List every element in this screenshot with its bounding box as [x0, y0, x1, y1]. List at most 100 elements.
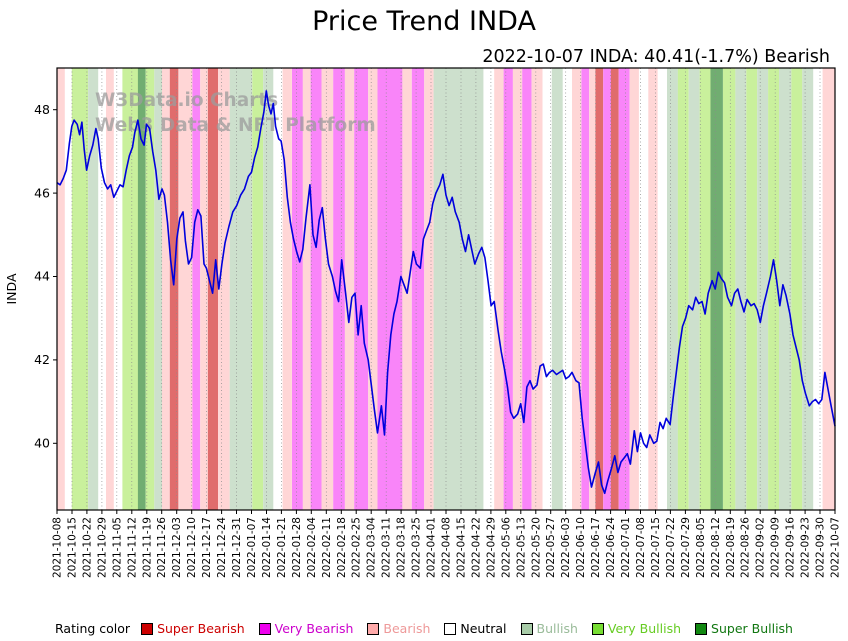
rating-band-very_bullish — [122, 68, 138, 510]
legend-swatch-super_bullish — [695, 622, 708, 635]
x-tick-label: 2022-08-05 — [695, 517, 707, 578]
rating-band-bullish — [433, 68, 484, 510]
legend-items: Super Bearish Very Bearish Bearish Neutral B… — [141, 621, 793, 636]
y-tick-label: 42 — [34, 352, 50, 367]
rating-band-very_bullish — [768, 68, 779, 510]
rating-band-very_bullish — [699, 68, 711, 510]
rating-band-bearish — [282, 68, 292, 510]
chart-title: Price Trend INDA — [312, 6, 536, 37]
x-tick-label: 2022-01-07 — [246, 517, 258, 578]
rating-band-bullish — [735, 68, 747, 510]
rating-band-bearish — [589, 68, 596, 510]
price-chart-canvas: 2021-10-08 2021-10-15 2021-10-22 2021-10-29… — [4, 67, 842, 578]
legend-swatch-neutral — [444, 622, 457, 635]
x-tick-label: 2021-12-31 — [231, 517, 243, 578]
x-tick-label: 2022-04-15 — [456, 517, 468, 578]
x-tick-label: 2022-01-14 — [261, 517, 273, 578]
rating-band-bullish — [688, 68, 700, 510]
y-tick-label: 44 — [34, 269, 50, 284]
x-tick-label: 2022-09-23 — [800, 517, 812, 578]
rating-band-very_bullish — [145, 68, 155, 510]
legend-label-neutral: Neutral — [460, 621, 507, 636]
legend-item-very_bullish: Very Bullish — [591, 621, 682, 636]
rating-band-super_bearish — [595, 68, 604, 510]
rating-band-bullish — [667, 68, 678, 510]
x-tick-label: 2022-02-18 — [336, 517, 348, 578]
rating-band-very_bearish — [292, 68, 303, 510]
rating-band-bearish — [572, 68, 582, 510]
x-tick-label: 2022-04-29 — [485, 517, 497, 578]
y-tick-label: 48 — [34, 102, 50, 117]
x-tick-label: 2022-02-25 — [351, 517, 363, 578]
rating-band-super_bullish — [710, 68, 723, 510]
legend-swatch-very_bullish — [591, 622, 604, 635]
rating-band-super_bullish — [137, 68, 146, 510]
rating-band-bullish — [154, 68, 163, 510]
x-tick-label: 2022-05-27 — [545, 517, 557, 578]
legend-swatch-super_bearish — [141, 622, 154, 635]
x-tick-label: 2022-03-11 — [381, 517, 393, 578]
rating-band-very_bearish — [603, 68, 611, 510]
x-tick-label: 2022-02-11 — [321, 517, 333, 578]
legend-item-bullish: Bullish — [520, 621, 578, 636]
rating-band-bearish — [302, 68, 311, 510]
rating-band-bearish — [648, 68, 658, 510]
x-tick-label: 2021-10-29 — [96, 517, 108, 578]
rating-band-very_bearish — [354, 68, 369, 510]
x-tick-label: 2022-09-02 — [755, 517, 767, 578]
rating-band-bearish — [57, 68, 65, 510]
x-tick-label: 2022-07-15 — [650, 517, 662, 578]
legend-label-bearish: Bearish — [383, 621, 431, 636]
legend-swatch-bullish — [520, 622, 533, 635]
x-tick-label: 2022-03-25 — [411, 517, 423, 578]
x-tick-label: 2021-10-08 — [52, 517, 64, 578]
x-tick-label: 2022-06-03 — [560, 517, 572, 578]
rating-band-bearish — [321, 68, 334, 510]
legend-label-super_bearish: Super Bearish — [157, 621, 245, 636]
x-tick-label: 2022-06-24 — [605, 517, 617, 578]
rating-band-very_bullish — [746, 68, 758, 510]
legend-item-neutral: Neutral — [444, 621, 507, 636]
rating-band-bullish — [88, 68, 99, 510]
rating-band-very_bearish — [522, 68, 532, 510]
x-tick-label: 2021-12-10 — [186, 517, 198, 578]
price-line — [56, 90, 836, 495]
rating-band-very_bearish — [581, 68, 590, 510]
x-tick-label: 2021-12-03 — [171, 517, 183, 578]
rating-band-bullish — [802, 68, 814, 510]
rating-band-bullish — [757, 68, 769, 510]
legend-label-bullish: Bullish — [536, 621, 578, 636]
rating-band-bearish — [512, 68, 523, 510]
rating-band-very_bullish — [723, 68, 736, 510]
x-tick-label: 2021-12-24 — [216, 517, 228, 578]
x-tick-label: 2022-07-08 — [635, 517, 647, 578]
x-tick-label: 2022-05-13 — [515, 517, 527, 578]
rating-band-very_bearish — [618, 68, 630, 510]
rating-band-bearish — [629, 68, 639, 510]
x-tick-label: 2022-01-28 — [291, 517, 303, 578]
x-tick-label: 2022-03-04 — [366, 517, 378, 578]
x-tick-label: 2022-04-22 — [470, 517, 482, 578]
rating-band-very_bullish — [252, 68, 264, 510]
rating-band-bearish — [218, 68, 230, 510]
rating-band-bearish — [494, 68, 504, 510]
x-tick-label: 2022-02-04 — [306, 517, 318, 578]
x-tick-label: 2021-11-12 — [126, 517, 138, 578]
legend-label-very_bullish: Very Bullish — [607, 621, 682, 636]
rating-band-very_bullish — [791, 68, 803, 510]
x-tick-label: 2022-09-09 — [770, 517, 782, 578]
x-tick-label: 2021-12-17 — [201, 517, 213, 578]
x-tick-label: 2022-09-30 — [815, 517, 827, 578]
x-tick-label: 2022-07-01 — [620, 517, 632, 578]
legend-item-very_bearish: Very Bearish — [258, 621, 353, 636]
rating-band-very_bearish — [310, 68, 322, 510]
rating-band-bullish — [779, 68, 792, 510]
rating-band-bearish — [162, 68, 170, 510]
y-tick-label: 40 — [34, 436, 50, 451]
x-tick-label: 2022-08-19 — [725, 517, 737, 578]
x-tick-label: 2021-10-15 — [67, 517, 79, 578]
x-tick-label: 2021-11-26 — [156, 517, 168, 578]
rating-band-bearish — [424, 68, 434, 510]
legend-label-super_bullish: Super Bullish — [711, 621, 793, 636]
